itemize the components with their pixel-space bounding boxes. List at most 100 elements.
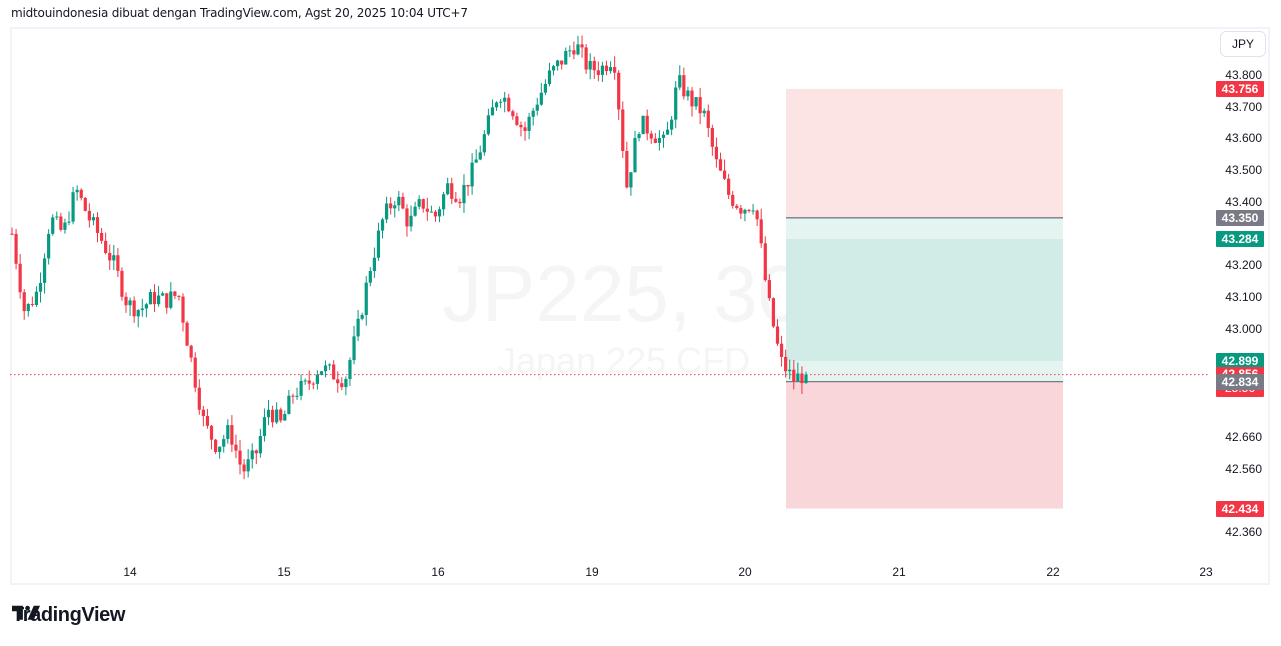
candle[interactable] bbox=[649, 130, 653, 144]
candle[interactable] bbox=[22, 289, 26, 320]
candle[interactable] bbox=[401, 192, 405, 210]
candle[interactable] bbox=[584, 44, 588, 74]
candle[interactable] bbox=[409, 205, 413, 232]
target-zone[interactable] bbox=[786, 238, 1063, 361]
candle[interactable] bbox=[698, 87, 702, 125]
candle[interactable] bbox=[165, 293, 169, 314]
candle[interactable] bbox=[784, 349, 788, 378]
candle[interactable] bbox=[148, 289, 153, 305]
candle[interactable] bbox=[576, 35, 580, 56]
candle[interactable] bbox=[156, 285, 161, 307]
candle[interactable] bbox=[140, 298, 144, 317]
candle[interactable] bbox=[26, 303, 30, 317]
candle[interactable] bbox=[279, 407, 283, 423]
candle[interactable] bbox=[539, 83, 543, 106]
candle[interactable] bbox=[645, 109, 649, 141]
candle[interactable] bbox=[466, 184, 470, 196]
candle[interactable] bbox=[266, 400, 271, 426]
candle[interactable] bbox=[543, 79, 548, 96]
candle[interactable] bbox=[759, 208, 763, 248]
candle[interactable] bbox=[592, 56, 596, 80]
candle[interactable] bbox=[503, 91, 507, 113]
candle[interactable] bbox=[641, 115, 645, 135]
candle[interactable] bbox=[389, 197, 393, 215]
candle[interactable] bbox=[340, 377, 344, 391]
candle[interactable] bbox=[356, 309, 360, 341]
candle[interactable] bbox=[173, 290, 177, 300]
candle[interactable] bbox=[67, 211, 71, 226]
candle[interactable] bbox=[421, 198, 425, 213]
candle[interactable] bbox=[83, 196, 87, 212]
candle[interactable] bbox=[682, 67, 686, 100]
candle[interactable] bbox=[283, 410, 287, 421]
candle[interactable] bbox=[14, 228, 18, 270]
candle[interactable] bbox=[580, 35, 584, 58]
candle[interactable] bbox=[478, 145, 482, 161]
candle[interactable] bbox=[556, 59, 560, 71]
candle[interactable] bbox=[686, 86, 690, 101]
candle[interactable] bbox=[608, 61, 613, 74]
candle[interactable] bbox=[572, 41, 576, 60]
candle[interactable] bbox=[710, 124, 714, 156]
candle[interactable] bbox=[763, 236, 767, 282]
candle[interactable] bbox=[637, 132, 641, 142]
candle[interactable] bbox=[87, 203, 91, 228]
candle[interactable] bbox=[507, 93, 511, 113]
candle[interactable] bbox=[767, 274, 771, 301]
entry-band[interactable] bbox=[786, 360, 1063, 382]
candle[interactable] bbox=[604, 60, 609, 76]
candle[interactable] bbox=[38, 272, 43, 303]
candle[interactable] bbox=[739, 205, 743, 219]
candle[interactable] bbox=[718, 152, 723, 172]
candle[interactable] bbox=[344, 376, 348, 396]
candle[interactable] bbox=[91, 213, 96, 226]
candle[interactable] bbox=[193, 352, 197, 393]
candle[interactable] bbox=[63, 218, 67, 234]
candle[interactable] bbox=[519, 121, 523, 137]
upper-target-band[interactable] bbox=[786, 217, 1063, 239]
candle[interactable] bbox=[360, 312, 364, 321]
candle[interactable] bbox=[792, 360, 796, 390]
candle[interactable] bbox=[564, 47, 568, 65]
candle[interactable] bbox=[425, 197, 429, 221]
candle[interactable] bbox=[494, 101, 499, 111]
candle[interactable] bbox=[116, 248, 120, 278]
candle[interactable] bbox=[234, 434, 238, 459]
candle[interactable] bbox=[352, 325, 356, 365]
candle[interactable] bbox=[670, 116, 674, 136]
candle[interactable] bbox=[747, 209, 751, 213]
candle[interactable] bbox=[523, 121, 527, 141]
time-axis[interactable]: 14 15 16 19 20 21 22 23 bbox=[10, 560, 1212, 584]
candle[interactable] bbox=[104, 232, 108, 255]
candle[interactable] bbox=[674, 81, 678, 129]
candle[interactable] bbox=[800, 366, 804, 394]
candle[interactable] bbox=[771, 297, 776, 328]
candle[interactable] bbox=[551, 64, 556, 76]
candle[interactable] bbox=[706, 104, 710, 138]
candle[interactable] bbox=[185, 320, 189, 346]
candle[interactable] bbox=[132, 296, 136, 323]
candle[interactable] bbox=[144, 302, 148, 318]
candle[interactable] bbox=[209, 424, 214, 450]
candle[interactable] bbox=[596, 61, 600, 82]
candle[interactable] bbox=[197, 379, 201, 415]
candle[interactable] bbox=[230, 415, 234, 453]
candle[interactable] bbox=[665, 121, 670, 135]
candle[interactable] bbox=[547, 62, 552, 87]
candle[interactable] bbox=[246, 449, 250, 478]
candle[interactable] bbox=[731, 190, 735, 209]
currency-button[interactable]: JPY bbox=[1220, 31, 1266, 57]
candle[interactable] bbox=[323, 360, 328, 378]
candle[interactable] bbox=[462, 174, 466, 213]
candle[interactable] bbox=[474, 149, 478, 163]
candle[interactable] bbox=[336, 371, 340, 393]
candle[interactable] bbox=[531, 107, 535, 126]
candle[interactable] bbox=[181, 293, 185, 332]
candle[interactable] bbox=[405, 204, 409, 237]
candle[interactable] bbox=[385, 196, 389, 224]
candle[interactable] bbox=[751, 203, 755, 215]
candle[interactable] bbox=[442, 191, 446, 216]
candle[interactable] bbox=[213, 438, 218, 455]
candle[interactable] bbox=[242, 458, 246, 480]
candle[interactable] bbox=[796, 362, 800, 382]
